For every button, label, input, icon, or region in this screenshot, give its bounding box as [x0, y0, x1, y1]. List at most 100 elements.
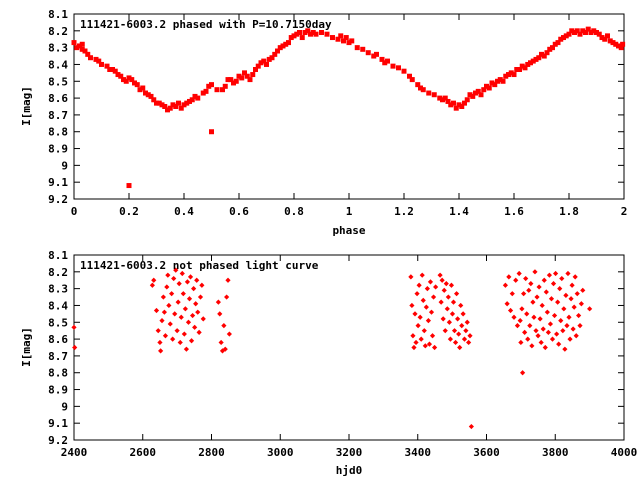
unphased-data-point	[534, 294, 540, 300]
phased-data-point	[170, 102, 176, 108]
unphased-data-point	[413, 339, 419, 346]
phased-x-tick-label: 0	[71, 205, 78, 218]
unphased-y-tick-label: 8.9	[48, 384, 68, 397]
phased-data-point	[184, 100, 190, 106]
phased-axes-ticks: 0 0.2 0.4 0.6 0.8 1 1.2 1.4 1.6 1.8 2 8.1 8.2 8.3 8.4 8…	[48, 8, 627, 218]
phased-data-point	[239, 75, 245, 81]
phased-data-point	[585, 26, 591, 32]
unphased-data-point	[166, 302, 172, 309]
phased-data-point	[420, 87, 426, 93]
phased-data-point	[407, 73, 412, 79]
phased-data-point	[231, 80, 236, 86]
unphased-data-point	[444, 306, 450, 312]
unphased-data-point	[541, 277, 547, 283]
unphased-data-point	[199, 282, 205, 288]
phased-x-tick-label: 0.2	[119, 205, 139, 218]
unphased-y-tick-label: 8.4	[48, 299, 68, 312]
unphased-data-point	[183, 346, 190, 352]
unphased-data-point	[188, 338, 195, 344]
phased-data-point	[497, 77, 503, 83]
unphased-x-tick-label: 3000	[267, 446, 294, 459]
unphased-y-tick-label: 9.1	[48, 417, 68, 430]
phased-data-point	[294, 31, 300, 37]
unphased-data-point	[222, 346, 228, 352]
unphased-data-point	[551, 312, 558, 319]
unphased-data-point	[461, 336, 468, 342]
unphased-data-point	[460, 311, 466, 317]
phased-data-point	[533, 56, 539, 62]
unphased-data-point	[412, 311, 418, 317]
unphased-data-point	[542, 344, 548, 351]
unphased-data-point	[431, 344, 438, 351]
unphased-data-point	[224, 294, 230, 300]
phased-data-point	[346, 40, 352, 46]
phased-data-point	[206, 83, 212, 89]
phased-data-point	[148, 93, 154, 99]
unphased-y-tick-label: 8.6	[48, 333, 68, 346]
phased-y-tick-label: 9.1	[48, 176, 68, 189]
phased-data-point	[610, 40, 616, 46]
unphased-data-point	[225, 277, 231, 283]
unphased-x-axis-label: hjd0	[336, 464, 363, 477]
unphased-x-tick-label: 2800	[198, 446, 225, 459]
phased-data-point	[349, 38, 355, 44]
phased-data-point	[525, 61, 531, 67]
unphased-data-point	[549, 336, 556, 342]
unphased-y-tick-label: 9.2	[48, 434, 68, 447]
phased-y-tick-label: 8.1	[48, 8, 68, 21]
phased-data-point	[82, 48, 88, 54]
phased-data-point	[319, 30, 324, 35]
unphased-data-point	[506, 274, 512, 280]
unphased-data-point	[532, 269, 538, 275]
unphased-data-point	[530, 299, 536, 305]
phased-data-point	[555, 40, 561, 46]
unphased-data-point	[562, 346, 568, 352]
phased-data-point	[616, 43, 621, 49]
phased-data-point	[360, 46, 366, 52]
phased-data-point	[341, 38, 346, 44]
phased-data-point	[110, 67, 115, 72]
unphased-data-point	[442, 328, 448, 334]
unphased-data-point	[573, 333, 579, 339]
unphased-data-point	[574, 291, 580, 297]
unphased-data-point	[511, 314, 517, 320]
phased-x-tick-label: 1.8	[559, 205, 579, 218]
phased-data-point	[514, 67, 520, 72]
phased-x-tick-label: 1	[346, 205, 353, 218]
phased-data-point	[165, 107, 170, 113]
phased-data-point	[154, 100, 159, 106]
phased-data-point	[489, 80, 495, 86]
unphased-data-point	[557, 286, 563, 292]
phased-data-point	[77, 43, 82, 49]
phased-data-point	[225, 77, 231, 83]
unphased-x-tick-label: 3800	[542, 446, 569, 459]
phased-y-tick-label: 8.4	[48, 58, 68, 71]
phased-data-point	[269, 55, 275, 61]
phased-data-point	[602, 36, 608, 42]
unphased-data-point	[459, 323, 465, 329]
unphased-data-point	[187, 274, 194, 280]
phased-data-point	[470, 93, 476, 99]
phased-data-point	[261, 58, 267, 64]
unphased-data-point	[437, 272, 443, 278]
unphased-light-curve-chart: 2400 2600 2800 3000 3200 3400 3600 3800 4000 8.1 8…	[20, 249, 637, 477]
phased-data-point	[572, 30, 577, 35]
unphased-data-point	[502, 282, 509, 288]
unphased-data-point	[170, 336, 176, 342]
phased-data-point	[195, 95, 201, 101]
unphased-data-point	[441, 287, 447, 293]
unphased-data-point	[463, 328, 469, 334]
unphased-data-point	[543, 289, 549, 295]
phased-data-point	[506, 72, 511, 78]
unphased-data-point	[527, 323, 533, 329]
phased-data-point	[583, 30, 588, 35]
unphased-data-point	[186, 296, 193, 302]
phased-data-point	[151, 97, 157, 103]
phased-data-point	[486, 85, 492, 91]
unphased-data-point	[180, 291, 186, 297]
phased-y-tick-label: 8.2	[48, 25, 68, 38]
unphased-data-point	[175, 299, 181, 305]
phased-data-point	[145, 92, 151, 98]
unphased-data-point	[194, 277, 200, 283]
